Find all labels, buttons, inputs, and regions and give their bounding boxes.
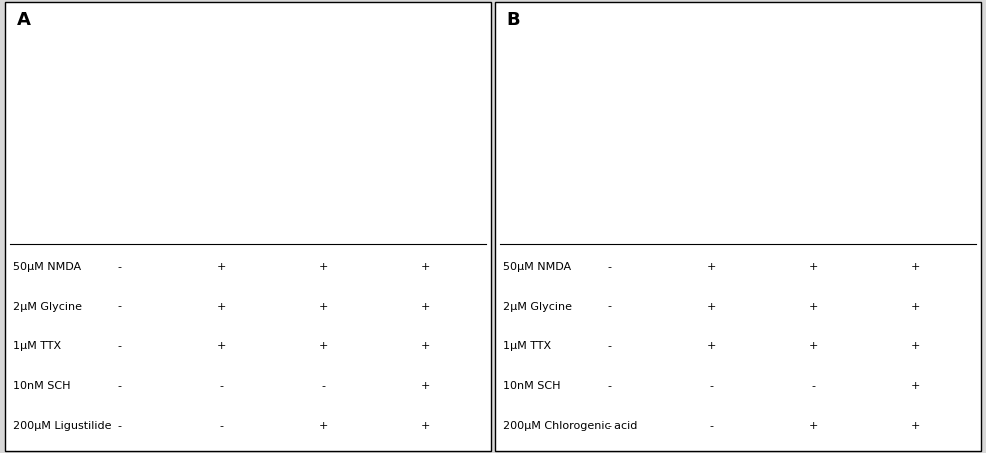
Text: A: A (17, 11, 31, 29)
Text: +: + (707, 262, 716, 272)
Text: -: - (117, 302, 121, 312)
Text: -: - (219, 421, 223, 431)
Text: +: + (809, 342, 818, 352)
Text: +: + (421, 421, 430, 431)
Bar (685, 67, 740, 240)
Text: B: B (507, 11, 521, 29)
Text: +: + (318, 342, 328, 352)
Text: ###: ### (407, 209, 437, 222)
Text: -: - (607, 421, 611, 431)
Text: +: + (217, 342, 226, 352)
Bar (394, 227, 449, 240)
Text: -: - (709, 381, 713, 391)
Text: 2μM Glycine: 2μM Glycine (13, 302, 82, 312)
Bar (884, 220, 939, 240)
Text: ###: ### (798, 195, 827, 207)
Text: +: + (421, 342, 430, 352)
Text: +: + (318, 262, 328, 272)
Text: **: ** (217, 24, 229, 36)
Text: 50μM NMDA: 50μM NMDA (13, 262, 81, 272)
Text: 200μM Chlorogenic acid: 200μM Chlorogenic acid (503, 421, 637, 431)
Text: -: - (117, 421, 121, 431)
Text: +: + (911, 262, 920, 272)
Text: -: - (607, 381, 611, 391)
Text: -: - (607, 342, 611, 352)
Text: ***: *** (704, 24, 722, 37)
Text: +: + (911, 421, 920, 431)
Text: ###: ### (308, 204, 337, 217)
Text: -: - (219, 381, 223, 391)
Text: 10nM SCH: 10nM SCH (503, 381, 560, 391)
Text: 10nM SCH: 10nM SCH (13, 381, 70, 391)
Bar (195, 49, 249, 240)
Text: +: + (421, 302, 430, 312)
Bar (96, 99, 150, 240)
Text: +: + (421, 262, 430, 272)
Text: +: + (318, 302, 328, 312)
Text: -: - (117, 262, 121, 272)
Text: +: + (707, 342, 716, 352)
Text: -: - (811, 381, 815, 391)
Text: +: + (911, 302, 920, 312)
Text: 200μM Ligustilide: 200μM Ligustilide (13, 421, 111, 431)
Y-axis label: LDH release
(Ratio to control): LDH release (Ratio to control) (510, 73, 537, 173)
Text: -: - (321, 381, 325, 391)
Text: +: + (707, 302, 716, 312)
Text: +: + (911, 381, 920, 391)
Text: +: + (911, 342, 920, 352)
Text: ###: ### (897, 198, 927, 211)
Bar (295, 223, 349, 240)
Text: +: + (809, 302, 818, 312)
Text: 50μM NMDA: 50μM NMDA (503, 262, 571, 272)
Y-axis label: LDH release
(Ratio to control): LDH release (Ratio to control) (8, 73, 36, 173)
Text: -: - (607, 262, 611, 272)
Text: +: + (421, 381, 430, 391)
Text: 1μM TTX: 1μM TTX (503, 342, 551, 352)
Text: +: + (318, 421, 328, 431)
Text: -: - (117, 381, 121, 391)
Text: +: + (217, 262, 226, 272)
Text: 1μM TTX: 1μM TTX (13, 342, 61, 352)
Text: +: + (217, 302, 226, 312)
Bar (785, 218, 839, 240)
Text: +: + (809, 421, 818, 431)
Bar (586, 187, 640, 240)
Text: -: - (709, 421, 713, 431)
Text: -: - (117, 342, 121, 352)
Text: -: - (607, 302, 611, 312)
Text: 2μM Glycine: 2μM Glycine (503, 302, 572, 312)
Text: +: + (809, 262, 818, 272)
